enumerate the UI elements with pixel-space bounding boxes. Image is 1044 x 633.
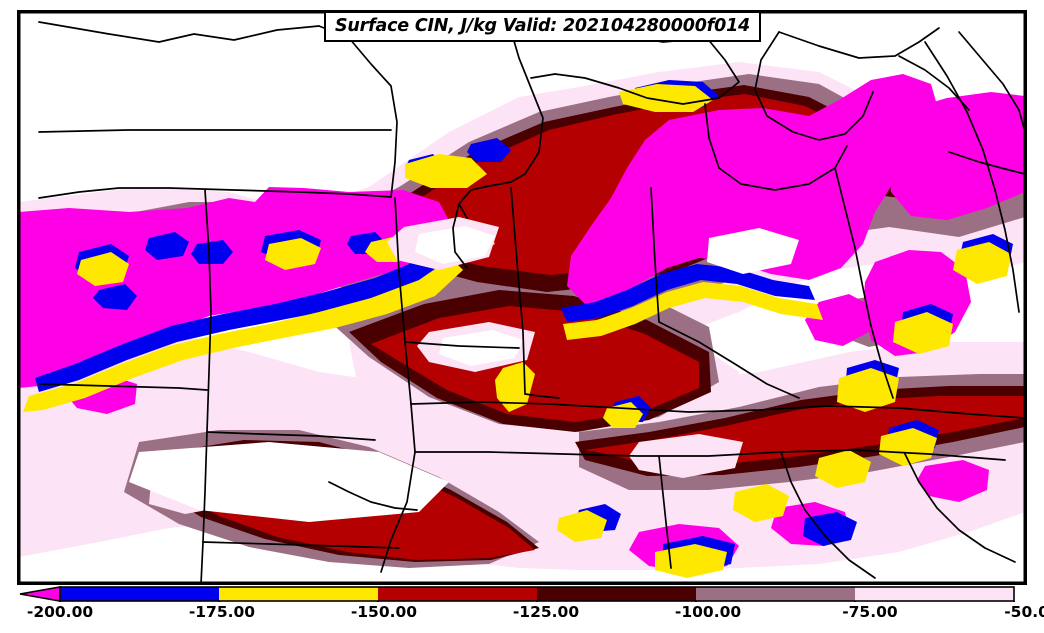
colorbar-tick-label-1: -175.00	[188, 603, 256, 621]
colorbar-segment-0	[60, 587, 219, 601]
colorbar-tick-label-2: -150.00	[350, 603, 418, 621]
colorbar-tick-label-4: -100.00	[674, 603, 742, 621]
map-plot-area	[17, 10, 1027, 585]
colorbar-segment-5	[855, 587, 1014, 601]
colorbar-extend-min-arrow	[20, 587, 60, 601]
colorbar-tick-labels: -200.00 -175.00 -150.00 -125.00 -100.00 -75.0…	[0, 603, 1044, 629]
colorbar-extend-min-outline	[19, 586, 61, 602]
colorbar-tick-label-6: -50.00	[1004, 603, 1044, 621]
colorbar-segment-4	[696, 587, 855, 601]
contour-fill-group	[19, 62, 1025, 578]
map-contour-svg	[19, 12, 1025, 583]
colorbar-segment-2	[378, 587, 537, 601]
contour-band-neg175	[23, 84, 1011, 578]
colorbar-segment-3	[537, 587, 696, 601]
plot-title-text: Surface CIN, J/kg Valid: 202104280000f01…	[335, 16, 751, 36]
state-boundaries	[38, 21, 1025, 583]
colorbar: -200.00 -175.00 -150.00 -125.00 -100.00 -75.0…	[0, 586, 1044, 633]
colorbar-segment-1	[219, 587, 378, 601]
plot-title-box: Surface CIN, J/kg Valid: 202104280000f01…	[324, 11, 762, 42]
colorbar-swatches	[19, 586, 1015, 602]
colorbar-tick-label-0: -200.00	[26, 603, 94, 621]
colorbar-tick-label-5: -75.00	[842, 603, 898, 621]
colorbar-tick-label-3: -125.00	[512, 603, 580, 621]
